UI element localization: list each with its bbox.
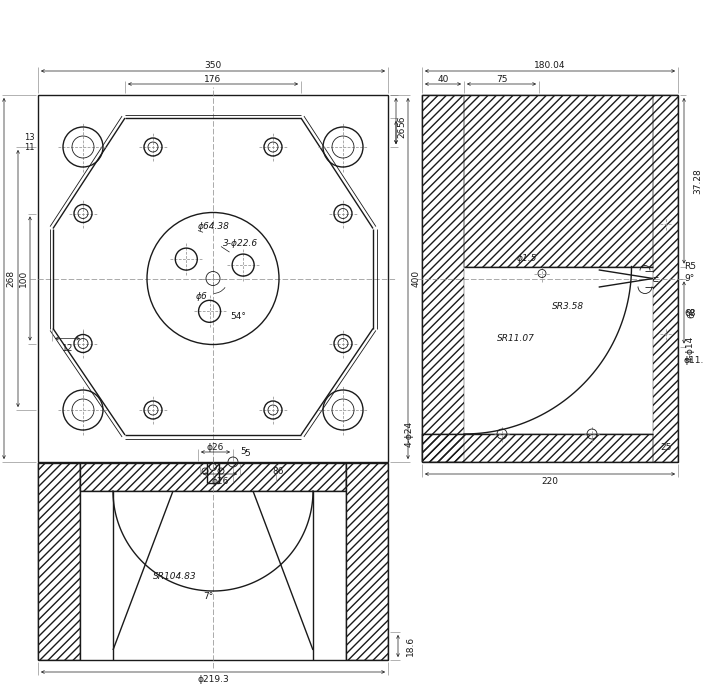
Text: 3-ϕ22.6: 3-ϕ22.6 [223,239,258,248]
Text: 400: 400 [411,270,420,287]
Bar [346,463,388,660]
Text: 5: 5 [240,447,246,456]
Text: 56: 56 [397,115,406,127]
Text: 180.04: 180.04 [534,62,566,70]
Text: ϕ64.38: ϕ64.38 [198,222,230,231]
Bar [80,463,346,491]
Text: ϕ11.6: ϕ11.6 [684,356,703,365]
Text: 9°: 9° [684,274,695,283]
Text: 100: 100 [18,270,27,287]
Text: 7°: 7° [203,592,213,601]
Text: 18.6: 18.6 [406,636,415,656]
Text: 68: 68 [684,309,695,318]
Bar [38,463,388,660]
Text: 220: 220 [541,477,558,486]
Text: 13: 13 [25,133,35,142]
Text: SR3.58: SR3.58 [552,302,584,311]
Text: 4-ϕ14: 4-ϕ14 [685,335,695,362]
Text: 324: 324 [0,270,1,287]
Bar [422,95,678,462]
Text: SR104.83: SR104.83 [153,572,197,581]
Text: 5: 5 [244,449,250,458]
Text: 68: 68 [688,306,697,318]
Text: 37.28: 37.28 [693,168,702,194]
Text: ϕ1.5: ϕ1.5 [517,254,537,263]
Text: 25: 25 [660,443,671,453]
Text: SR11.07: SR11.07 [497,334,535,343]
Text: 4-ϕ24: 4-ϕ24 [405,421,414,447]
Text: 86: 86 [272,467,284,477]
Text: 350: 350 [205,62,221,70]
Bar [422,434,653,462]
Text: 176: 176 [205,75,221,85]
Text: 12: 12 [62,344,73,353]
Text: 40: 40 [437,75,449,85]
Text: ϕ26: ϕ26 [207,443,224,453]
Text: 26: 26 [397,127,406,138]
Text: ϕ26: ϕ26 [212,477,228,486]
Text: 268: 268 [6,270,15,287]
Bar [464,95,653,267]
Bar [653,95,678,462]
Text: 75: 75 [496,75,508,85]
Text: 11: 11 [25,142,35,151]
Bar [422,95,464,462]
Text: ϕ6: ϕ6 [196,292,208,301]
Bar [38,95,388,462]
Text: R5: R5 [684,262,696,271]
Bar [38,463,80,660]
Text: 54°: 54° [230,312,246,321]
Text: ϕ219.3: ϕ219.3 [197,676,229,684]
